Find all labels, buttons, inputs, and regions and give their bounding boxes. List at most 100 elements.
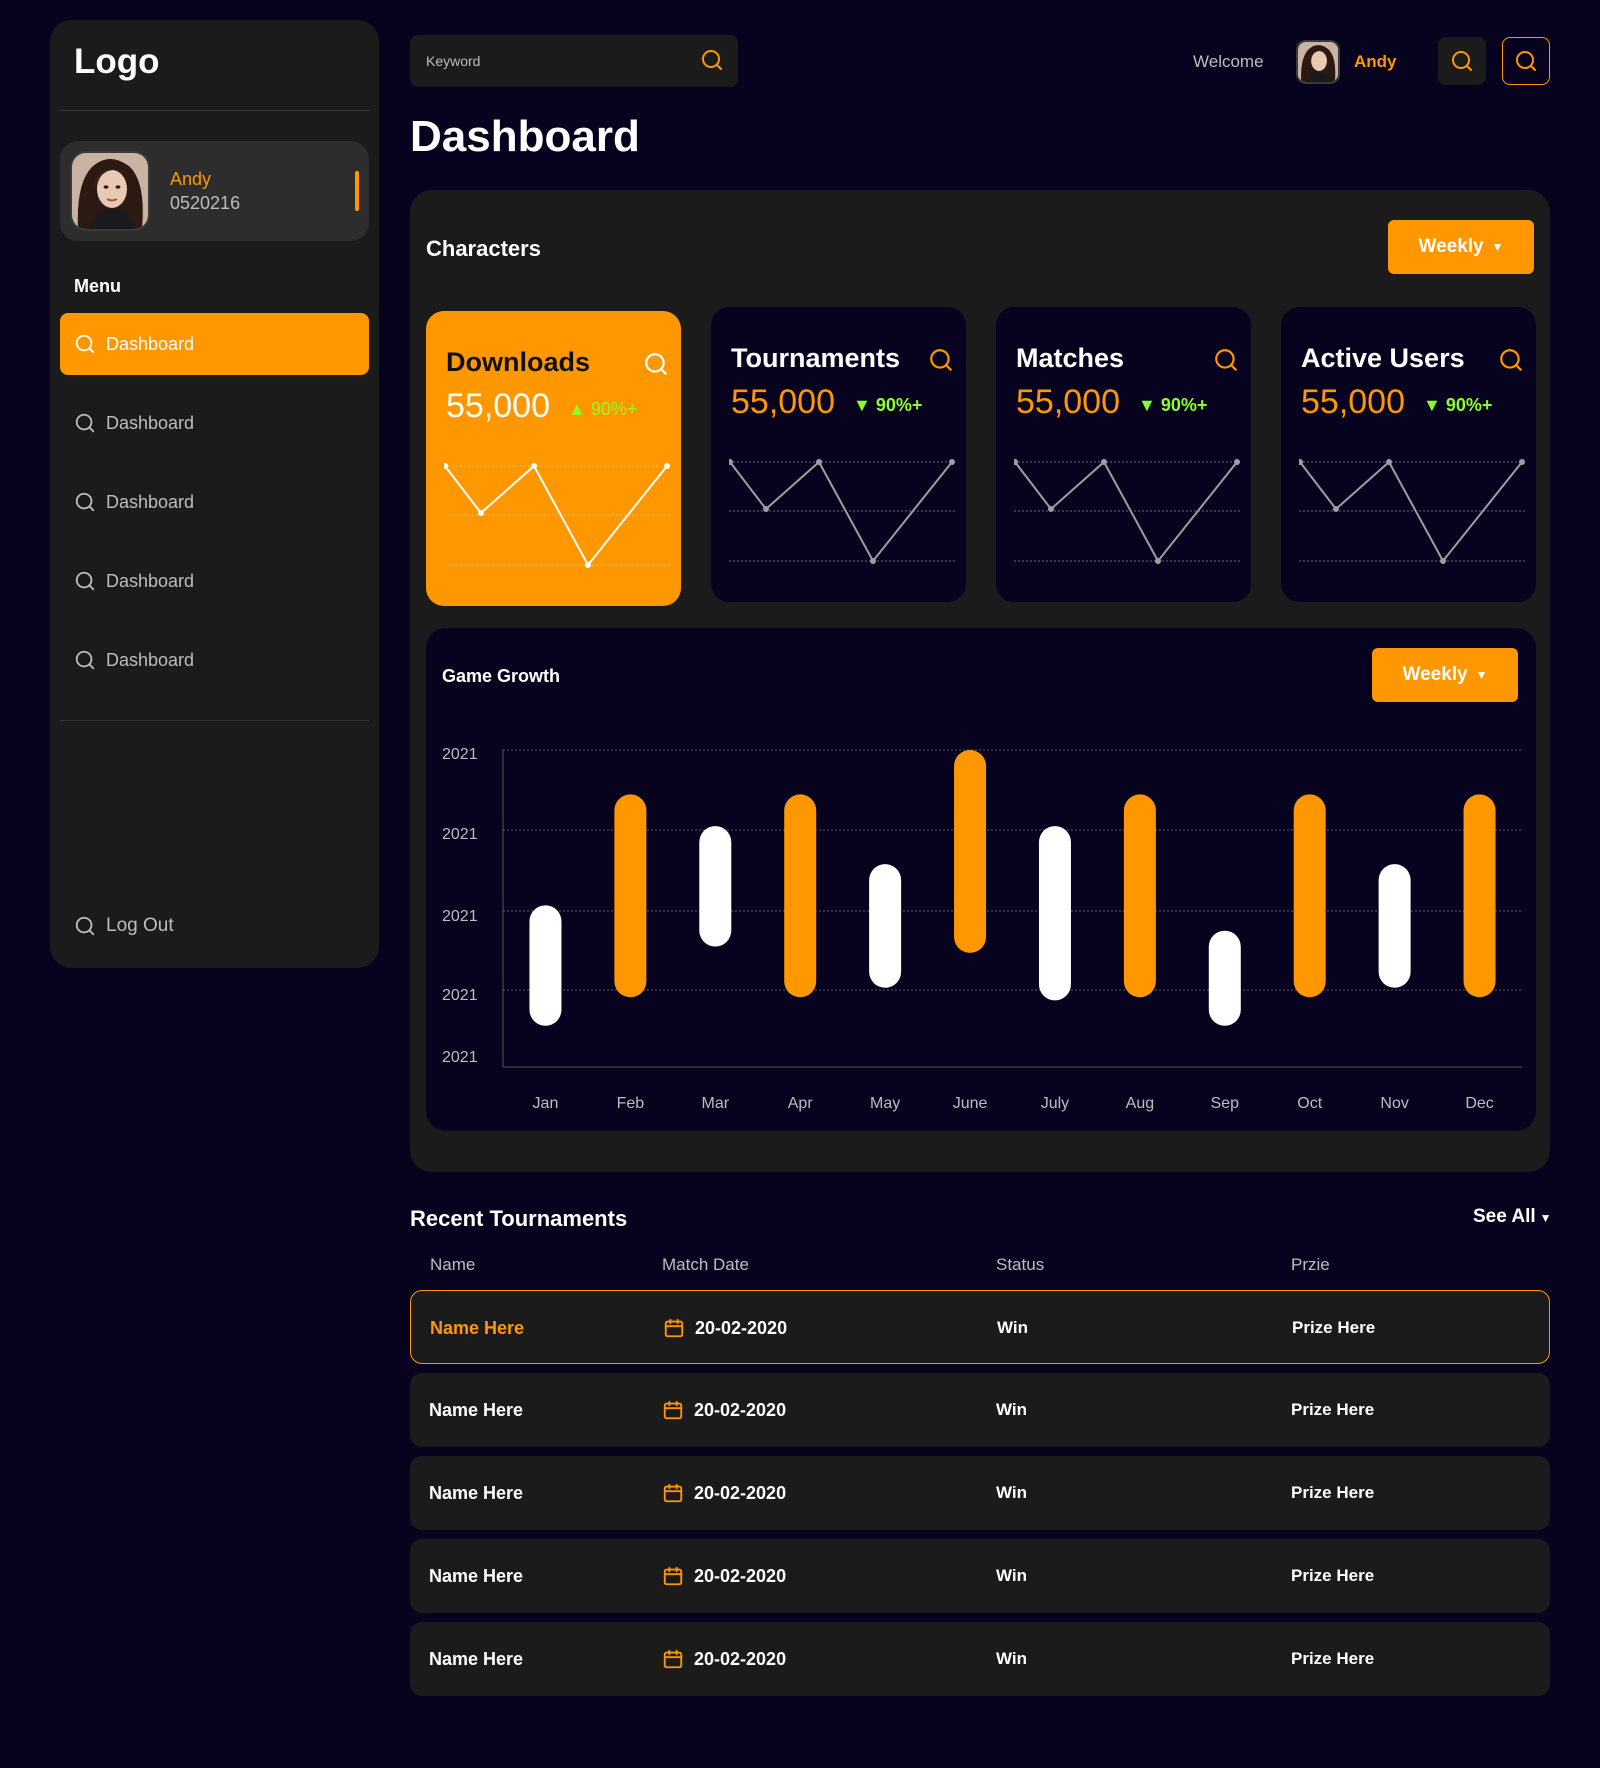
tournament-name: Name Here [430, 1317, 525, 1338]
prize-value: Prize Here [1291, 1483, 1375, 1502]
characters-weekly-dropdown[interactable]: Weekly ▼ [1388, 220, 1534, 274]
sidebar-divider [60, 720, 369, 721]
table-row[interactable]: Name Here 20-02-2020 Win Prize Here [410, 1373, 1550, 1447]
sidebar: Logo Andy 0520216 Menu Dashboard [50, 20, 379, 968]
tournament-name: Name Here [429, 1565, 524, 1586]
chevron-down-icon: ▼ [1491, 240, 1504, 254]
see-all-button[interactable]: See All ▼ [1473, 1206, 1552, 1228]
prize-value: Prize Here [1292, 1318, 1376, 1337]
x-tick-label: May [870, 1095, 900, 1112]
characters-title: Characters [426, 236, 541, 261]
status-badge: Win [996, 1483, 1028, 1502]
status-badge: Win [996, 1400, 1028, 1419]
profile-card[interactable]: Andy 0520216 [60, 141, 369, 241]
stat-title: Matches [1016, 343, 1125, 373]
search-bar [410, 35, 738, 87]
profile-name: Andy [170, 169, 212, 189]
bar-dec [1463, 794, 1496, 998]
match-date: 20-02-2020 [662, 1622, 786, 1696]
stat-card-matches[interactable]: Matches 55,000 ▼ 90%+ [996, 307, 1251, 602]
welcome-text: Welcome [1193, 52, 1264, 71]
table-row[interactable]: Name Here 20-02-2020 Win Prize Here [410, 1456, 1550, 1530]
stat-value: 55,000 [446, 387, 550, 425]
header-search-button-outline[interactable] [1502, 37, 1550, 85]
prize-value: Prize Here [1291, 1566, 1375, 1585]
sparkline-chart [444, 463, 670, 568]
game-growth-title: Game Growth [442, 666, 561, 686]
bar-sep [1208, 930, 1241, 1026]
calendar-icon [663, 1649, 683, 1669]
see-all-label: See All [1473, 1206, 1536, 1227]
characters-panel: Characters Weekly ▼ Downloads 55,000 ▲ 9… [410, 190, 1550, 1172]
table-row[interactable]: Name Here 20-02-2020 Win Prize Here [410, 1622, 1550, 1696]
column-header-prize[interactable]: Przie [1291, 1255, 1330, 1274]
x-tick-label: Oct [1297, 1095, 1322, 1112]
x-tick-label: Aug [1126, 1095, 1154, 1112]
search-input[interactable] [426, 35, 686, 87]
match-date: 20-02-2020 [662, 1456, 786, 1530]
header-user-name[interactable]: Andy [1354, 52, 1397, 71]
stat-change: ▲ 90%+ [568, 399, 638, 419]
search-icon[interactable] [1213, 347, 1239, 373]
search-icon [75, 334, 95, 354]
logo[interactable]: Logo [74, 42, 160, 81]
prize-value: Prize Here [1291, 1649, 1375, 1668]
x-tick-label: Feb [617, 1095, 645, 1112]
table-row[interactable]: Name Here 20-02-2020 Win Prize Here [410, 1539, 1550, 1613]
table-row[interactable]: Name Here 20-02-2020 Win Prize Here [410, 1290, 1550, 1364]
calendar-icon [663, 1483, 683, 1503]
trend-down-icon: ▼ [853, 395, 876, 415]
stat-card-tournaments[interactable]: Tournaments 55,000 ▼ 90%+ [711, 307, 966, 602]
sidebar-item-label: Dashboard [106, 570, 195, 591]
sidebar-item-label: Dashboard [106, 649, 195, 670]
logout-label: Log Out [106, 915, 174, 936]
chevron-down-icon: ▼ [1475, 668, 1488, 682]
stat-card-downloads[interactable]: Downloads 55,000 ▲ 90%+ [426, 311, 681, 606]
column-header-date[interactable]: Match Date [662, 1255, 749, 1274]
column-header-status[interactable]: Status [996, 1255, 1045, 1274]
search-icon [75, 413, 95, 433]
status-badge: Win [997, 1318, 1029, 1337]
sidebar-item-dashboard-5[interactable]: Dashboard [60, 629, 369, 691]
sidebar-item-dashboard-2[interactable]: Dashboard [60, 392, 369, 454]
column-header-name[interactable]: Name [430, 1255, 476, 1274]
sidebar-item-dashboard[interactable]: Dashboard [60, 313, 369, 375]
bar-feb [614, 794, 647, 998]
x-tick-label: July [1041, 1095, 1069, 1112]
tournament-name: Name Here [429, 1648, 524, 1669]
search-icon[interactable] [700, 48, 724, 72]
search-icon [75, 492, 95, 512]
search-icon[interactable] [1498, 347, 1524, 373]
bar-jan [529, 905, 562, 1026]
chevron-down-icon: ▼ [1539, 1211, 1552, 1225]
growth-weekly-dropdown[interactable]: Weekly ▼ [1372, 648, 1518, 702]
y-tick-label: 2021 [442, 1049, 478, 1066]
sidebar-item-label: Dashboard [106, 491, 195, 512]
stat-title: Downloads [446, 347, 591, 377]
calendar-icon [663, 1400, 683, 1420]
y-tick-label: 2021 [442, 826, 478, 843]
trend-up-icon: ▲ [568, 399, 591, 419]
recent-tournaments-title: Recent Tournaments [410, 1206, 628, 1231]
game-growth-chart: 2021 2021 2021 2021 2021 Jan Feb Mar Apr May June J… [442, 746, 1522, 1112]
search-icon [75, 650, 95, 670]
sidebar-item-dashboard-3[interactable]: Dashboard [60, 471, 369, 533]
sparkline-chart [729, 459, 955, 564]
stat-change: ▼ 90%+ [1138, 395, 1208, 415]
trend-down-icon: ▼ [1138, 395, 1161, 415]
search-icon[interactable] [928, 347, 954, 373]
search-icon[interactable] [643, 351, 669, 377]
bar-june [954, 750, 987, 953]
page-title: Dashboard [410, 112, 640, 161]
stat-card-active-users[interactable]: Active Users 55,000 ▼ 90%+ [1281, 307, 1536, 602]
header-search-button[interactable] [1438, 37, 1486, 85]
logout-button[interactable]: Log Out [74, 915, 174, 937]
bar-apr [784, 794, 817, 998]
sidebar-item-dashboard-4[interactable]: Dashboard [60, 550, 369, 612]
tournament-name: Name Here [429, 1399, 524, 1420]
y-tick-label: 2021 [442, 746, 478, 763]
avatar[interactable] [1296, 40, 1340, 84]
weekly-label: Weekly [1418, 236, 1484, 257]
sidebar-item-label: Dashboard [106, 412, 195, 433]
calendar-icon [664, 1318, 684, 1338]
